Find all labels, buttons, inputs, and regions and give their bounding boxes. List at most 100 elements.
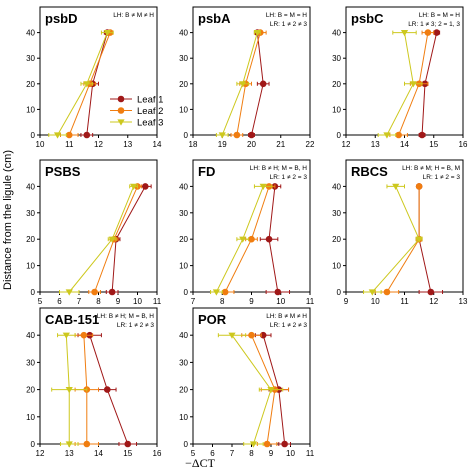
y-tick-label: 10 [26, 105, 35, 114]
y-tick-label: 10 [179, 105, 188, 114]
panel-psbc: 12 13 14 15 16 0 10 20 30 40 psbC LH: B = M = H LR: … [332, 6, 468, 149]
x-tick-label: 12 [36, 449, 45, 458]
legend-label: Leaf 2 [137, 106, 163, 117]
y-tick-label: 20 [26, 386, 35, 395]
x-tick-label: 7 [230, 449, 235, 458]
y-tick-label: 20 [26, 80, 35, 89]
data-point [103, 30, 111, 37]
x-tick-label: 22 [306, 140, 315, 149]
data-point [65, 131, 73, 139]
panel-por: 5 6 7 8 9 10 11 0 10 20 30 40 POR LH: B ≠ M ≠ H LR: 1 … [179, 307, 315, 458]
data-point [212, 289, 220, 296]
y-axis-label: Distance from the ligule (cm) [2, 150, 14, 290]
panel-frame [345, 6, 464, 136]
data-point [427, 288, 435, 296]
y-tick-label: 40 [332, 182, 341, 191]
y-tick-label: 0 [31, 131, 36, 140]
x-tick-label: 19 [218, 140, 227, 149]
x-tick-label: 15 [123, 449, 132, 458]
y-tick-label: 0 [184, 131, 189, 140]
x-tick-label: 12 [429, 297, 438, 306]
panel-frame [39, 159, 158, 293]
data-point [65, 289, 73, 296]
data-point [409, 81, 417, 88]
y-tick-label: 40 [26, 182, 35, 191]
legend-marker [117, 107, 125, 114]
data-point [62, 332, 70, 339]
panel-frame [345, 159, 464, 293]
panel-annotation: LH: B ≠ H; M = B, H [97, 313, 155, 320]
data-point [103, 386, 111, 393]
panel-title: PSBS [45, 164, 81, 179]
x-tick-label: 5 [191, 449, 196, 458]
data-point [80, 331, 88, 339]
panel-annotation: LH: B ≠ M; H = B, M [402, 165, 460, 172]
data-point [267, 387, 275, 394]
data-point [248, 235, 255, 243]
x-tick-label: 12 [342, 140, 351, 149]
x-tick-label: 5 [38, 297, 43, 306]
panel-annotation: LR: 1 ≠ 2 = 3 [270, 174, 308, 181]
y-tick-label: 0 [31, 288, 36, 297]
legend-marker [117, 95, 125, 103]
y-tick-label: 40 [26, 29, 35, 38]
y-tick-label: 10 [179, 413, 188, 422]
y-tick-label: 0 [31, 440, 36, 449]
y-tick-label: 30 [179, 209, 188, 218]
y-tick-label: 30 [26, 358, 35, 367]
y-tick-label: 10 [332, 262, 341, 271]
data-point [424, 29, 432, 36]
data-point [383, 132, 391, 139]
panel-title: FD [198, 164, 215, 179]
x-tick-label: 10 [286, 449, 295, 458]
legend-label: Leaf 3 [137, 118, 163, 129]
x-tick-label: 11 [306, 297, 315, 306]
data-point [281, 440, 288, 448]
panel-title: CAB-151 [45, 312, 99, 327]
data-point [108, 288, 116, 296]
data-point [392, 183, 400, 190]
panel-title: POR [198, 312, 227, 327]
x-tick-label: 8 [220, 297, 225, 306]
x-tick-label: 7 [191, 297, 196, 306]
panel-annotation: LR: 1 ≠ 3; 2 = 1, 3 [408, 21, 460, 28]
x-tick-label: 14 [94, 449, 103, 458]
y-tick-label: 0 [337, 131, 342, 140]
data-point [91, 288, 98, 296]
y-tick-label: 30 [179, 358, 188, 367]
panel-annotation: LR: 1 ≠ 2 ≠ 3 [270, 322, 308, 329]
panel-psbs: 5 6 7 8 9 10 11 0 10 20 30 40 PSBS [26, 159, 162, 306]
x-tick-label: 14 [153, 140, 162, 149]
y-tick-label: 20 [26, 235, 35, 244]
panel-frame [192, 6, 311, 136]
x-tick-label: 21 [276, 140, 285, 149]
data-point [65, 441, 73, 448]
x-tick-label: 6 [210, 449, 215, 458]
data-point [248, 331, 255, 339]
x-tick-label: 16 [459, 140, 468, 149]
y-tick-label: 10 [26, 262, 35, 271]
data-point [218, 132, 226, 139]
y-tick-label: 0 [184, 440, 189, 449]
data-point [368, 289, 376, 296]
y-tick-label: 30 [332, 209, 341, 218]
y-tick-label: 40 [332, 29, 341, 38]
data-point [239, 236, 247, 243]
panel-title: psbC [351, 11, 384, 26]
panel-rbcs: 9 10 11 12 13 0 10 20 30 40 RBCS LH: B ≠ M; H = B, … [332, 159, 468, 306]
data-point [108, 236, 116, 243]
x-tick-label: 13 [371, 140, 380, 149]
y-tick-label: 40 [179, 331, 188, 340]
data-point [53, 132, 62, 139]
y-tick-label: 10 [332, 105, 341, 114]
data-point [400, 30, 409, 37]
x-tick-label: 10 [36, 140, 45, 149]
x-tick-label: 11 [65, 140, 74, 149]
data-point [259, 80, 267, 88]
y-tick-label: 20 [332, 80, 341, 89]
x-tick-label: 13 [459, 297, 468, 306]
x-tick-label: 10 [133, 297, 142, 306]
panel-annotation: LH: B ≠ H; M = B, H [250, 165, 308, 172]
